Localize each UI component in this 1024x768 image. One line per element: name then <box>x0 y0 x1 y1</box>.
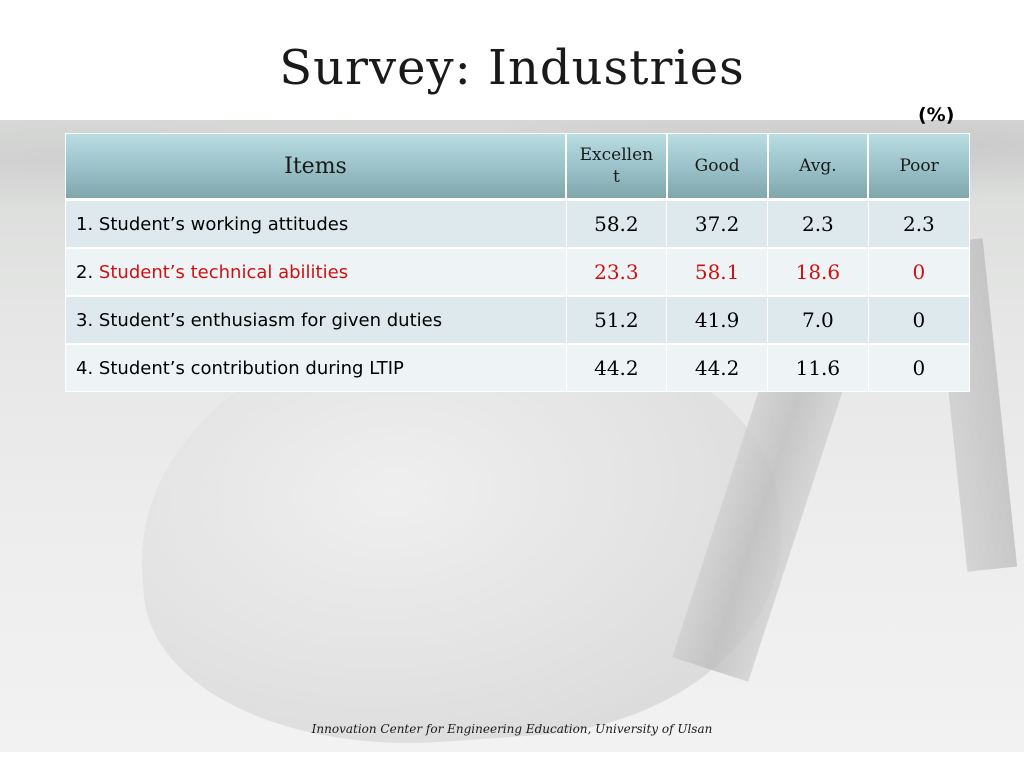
table-row: 1. Student’s working attitudes 58.2 37.2… <box>66 199 969 249</box>
slide-footer: Innovation Center for Engineering Educat… <box>311 722 713 736</box>
cell-poor: 0 <box>868 344 969 391</box>
row-label: Student’s enthusiasm for given duties <box>98 309 443 331</box>
slide-title: Survey: Industries <box>279 40 745 96</box>
row-number: 3. <box>76 309 94 331</box>
cell-good: 44.2 <box>666 344 768 391</box>
cell-excellent: 58.2 <box>566 199 668 249</box>
table-row-highlighted: 2. Student’s technical abilities 23.3 58… <box>66 248 969 297</box>
header-good: Good <box>666 134 769 201</box>
cell-poor: 2.3 <box>868 199 969 249</box>
cell-good: 41.9 <box>666 296 768 345</box>
row-label: Student’s contribution during LTIP <box>98 357 404 379</box>
header-excellent-label: Excellent <box>579 145 654 187</box>
header-items: Items <box>66 134 567 201</box>
row-number: 4. <box>76 357 94 379</box>
header-avg: Avg. <box>767 134 870 201</box>
row-label-highlighted: Student’s technical abilities <box>98 261 349 283</box>
cell-avg: 2.3 <box>767 199 869 249</box>
table-row: 4. Student’s contribution during LTIP 44… <box>66 344 969 391</box>
cell-excellent: 44.2 <box>566 344 668 391</box>
survey-table: Items Excellent Good Avg. Poor 1. Studen… <box>66 134 969 391</box>
row-item: 4. Student’s contribution during LTIP <box>66 344 567 391</box>
cell-avg: 18.6 <box>767 248 869 297</box>
table-header-row: Items Excellent Good Avg. Poor <box>66 134 969 201</box>
cell-avg: 7.0 <box>767 296 869 345</box>
cell-poor: 0 <box>868 296 969 345</box>
cell-avg: 11.6 <box>767 344 869 391</box>
row-label: Student’s working attitudes <box>98 213 349 235</box>
row-item: 1. Student’s working attitudes <box>66 199 567 249</box>
row-item: 2. Student’s technical abilities <box>66 248 567 297</box>
cell-poor: 0 <box>868 248 969 297</box>
table-row: 3. Student’s enthusiasm for given duties… <box>66 296 969 345</box>
cell-good: 37.2 <box>666 199 768 249</box>
unit-label: (%) <box>918 104 955 126</box>
cell-excellent: 23.3 <box>566 248 668 297</box>
header-excellent: Excellent <box>566 134 668 201</box>
header-poor: Poor <box>868 134 969 201</box>
row-item: 3. Student’s enthusiasm for given duties <box>66 296 567 345</box>
cell-good: 58.1 <box>666 248 768 297</box>
cell-excellent: 51.2 <box>566 296 668 345</box>
row-number: 2. <box>76 261 94 283</box>
row-number: 1. <box>76 213 94 235</box>
